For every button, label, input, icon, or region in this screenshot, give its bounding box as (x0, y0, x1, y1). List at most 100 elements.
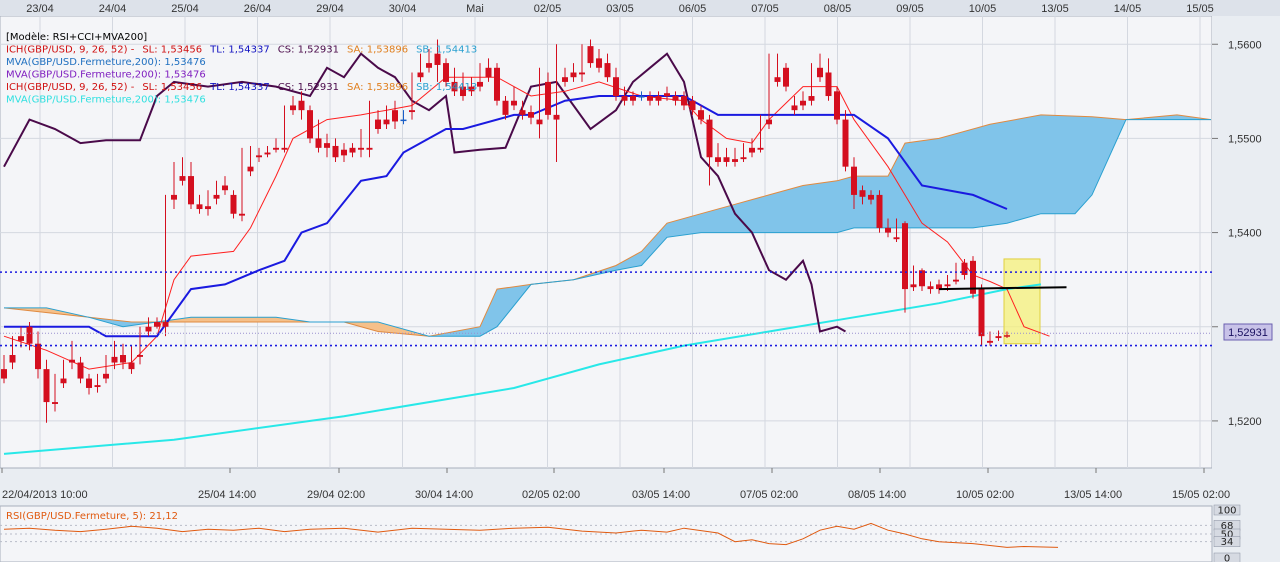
bearish-candle (26, 322, 33, 351)
bearish-candle (77, 356, 84, 384)
cloud-segment (922, 139, 931, 228)
candle-body (256, 155, 262, 158)
indicator-legend: [Modèle: RSI+CCI+MVA200] ICH(GBP/USD, 9, … (6, 31, 477, 106)
candle-body (723, 157, 730, 162)
rsi-tick-box (1213, 536, 1241, 547)
bearish-candle (230, 190, 237, 219)
bearish-candle (256, 147, 262, 162)
bearish-candle (417, 53, 424, 82)
bearish-candle (460, 72, 466, 101)
candle-body (910, 284, 917, 288)
bearish-candle (18, 326, 24, 348)
bullish-candle (638, 91, 645, 101)
candle-body (332, 145, 339, 158)
bearish-candle (111, 340, 118, 370)
candle-body (366, 147, 373, 150)
price-tick-label: 1,5200 (1228, 416, 1262, 428)
top-date-label: 03/05 (606, 3, 634, 15)
candle-body (103, 373, 109, 379)
candle-body (43, 369, 50, 403)
trendline (938, 286, 1067, 291)
grid-lines (0, 16, 1212, 468)
candle-body (86, 378, 92, 388)
main-plot-background (0, 15, 1213, 469)
candle-body (188, 176, 194, 205)
senkou-span-b-line (4, 119, 1211, 337)
candle-body (553, 114, 560, 120)
current-price-label: 1,52931 (1228, 327, 1268, 339)
cloud-segment (242, 317, 251, 323)
candle-body (341, 149, 347, 156)
bearish-candle (987, 331, 993, 346)
candle-body (281, 147, 288, 150)
candle-body (179, 176, 186, 181)
candle-body (468, 86, 475, 92)
cloud-segment (760, 194, 769, 233)
cloud-segment (624, 256, 633, 269)
candle-body (52, 402, 58, 404)
candle-body (460, 86, 466, 97)
legend-entry: [Modèle: RSI+CCI+MVA200] (6, 31, 147, 43)
bearish-candle (43, 359, 50, 423)
bearish-candle (145, 317, 152, 337)
candle-body (315, 138, 322, 148)
candle-body (604, 63, 611, 78)
bearish-candle (536, 67, 543, 139)
bearish-candle (349, 143, 356, 158)
cloud-segment (905, 141, 914, 228)
bearish-candle (120, 343, 126, 370)
cloud-segment (1024, 116, 1033, 219)
candle-body (885, 227, 891, 233)
candle-body (477, 81, 483, 87)
cloud-segment (1168, 114, 1177, 120)
bearish-candle (859, 185, 866, 205)
candle-body (927, 286, 934, 290)
cloud-segment (1041, 114, 1050, 214)
cloud-segment (811, 183, 820, 233)
candle-body (519, 110, 526, 115)
bearish-candle (936, 279, 942, 294)
bearish-candle (485, 58, 492, 82)
cloud-segment (463, 328, 472, 337)
cloud-segment (862, 176, 871, 228)
bearish-candle (698, 105, 704, 125)
candle-body (205, 206, 211, 210)
candle-body (528, 112, 534, 118)
candle-body (902, 223, 908, 290)
cloud-segment (1007, 119, 1016, 224)
bearish-candle (52, 373, 58, 412)
tenkan-sen-line (3, 76, 1050, 370)
cloud-segment (191, 317, 200, 323)
bottom-time-label: 10/05 02:00 (956, 489, 1014, 501)
cloud-segment (667, 220, 676, 238)
top-date-label: 14/05 (1114, 3, 1142, 15)
candle-body (409, 110, 415, 113)
candle-body (800, 100, 806, 106)
candle-body (638, 96, 645, 98)
annotations (0, 271, 1212, 347)
cloud-segment (1058, 115, 1067, 214)
rsi-tick-label: 34 (1221, 537, 1234, 548)
candle-body (298, 100, 305, 111)
candle-body (485, 67, 492, 78)
cloud-segment (718, 206, 727, 233)
bearish-candle (94, 373, 101, 393)
bearish-candle (672, 91, 679, 106)
mva200-line (3, 283, 1042, 455)
candle-body (936, 284, 942, 290)
candle-body (944, 284, 951, 287)
bearish-candle (868, 190, 874, 205)
candle-body (1004, 335, 1010, 337)
cloud-segment (216, 317, 225, 323)
bearish-candle (961, 258, 968, 280)
bearish-candle (366, 100, 373, 158)
bearish-candle (715, 143, 721, 167)
candle-body (502, 100, 509, 115)
bearish-candle (502, 96, 509, 120)
bearish-candle (273, 138, 279, 153)
bearish-candle (1004, 331, 1010, 339)
cloud-segment (998, 121, 1007, 225)
candle-body (978, 289, 985, 337)
top-date-label: 30/04 (389, 3, 417, 15)
bottom-time-label: 29/04 02:00 (307, 489, 365, 501)
